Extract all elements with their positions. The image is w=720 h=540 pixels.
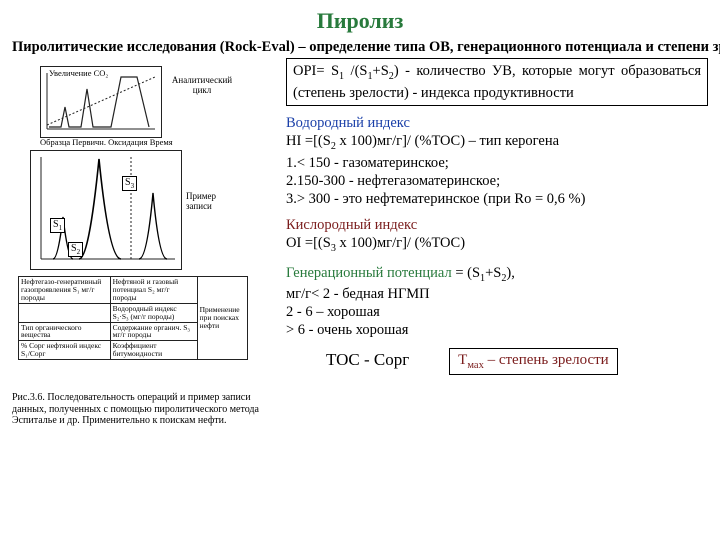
oi-head: Кислородный индекс [286, 217, 417, 233]
diagram-table: Нефтегазо-генеративный газопроявления S₁… [18, 276, 248, 360]
hi-l3: 3.> 300 - это нефтематеринское (при Ro =… [286, 191, 585, 207]
gp-l2: 2 - 6 – хорошая [286, 304, 380, 320]
gp-l1: мг/г< 2 - бедная НГМП [286, 286, 430, 302]
s1-label: S1 [50, 218, 65, 233]
s2-label: S2 [68, 242, 83, 257]
diagram-top-label: Аналитический цикл [162, 76, 242, 96]
figure-caption: Рис.3.6. Последовательность операций и п… [12, 392, 280, 427]
table-row: Нефтегазо-генеративный газопроявления S₁… [19, 277, 248, 304]
diag-top-inner1: Увеличение CO₂ [49, 69, 108, 78]
gp-l3: > 6 - очень хорошая [286, 322, 408, 338]
hi-head: Водородный индекс [286, 115, 410, 131]
oi-block: Кислородный индекс OI =[(S3 x 100)мг/г]/… [286, 216, 708, 256]
rock-eval-diagram: Увеличение CO₂ Аналитический цикл Образц… [12, 62, 272, 372]
hi-l2: 2.150-300 - нефтегазоматеринское; [286, 173, 500, 189]
slide-title: Пиролиз [12, 8, 708, 34]
diag-top-inner2: Образца Первичн. Оксидация Время [40, 138, 220, 147]
tmax-box: Tмах – степень зрелости [449, 348, 618, 375]
peak-right-label: Пример записи [186, 192, 236, 212]
left-column: Увеличение CO₂ Аналитический цикл Образц… [12, 58, 280, 427]
slide-subtitle: Пиролитические исследования (Rock-Eval) … [12, 38, 708, 56]
toc-label: TOC - Сорг [326, 348, 409, 370]
right-column: OPI= S1 /(S1+S2) - количество УВ, которы… [280, 58, 708, 374]
gp-block: Генерационный потенциал = (S1+S2), мг/г<… [286, 264, 708, 340]
bottom-row: TOC - Сорг Tмах – степень зрелости [326, 348, 708, 375]
diagram-top-box: Увеличение CO₂ [40, 66, 162, 138]
hi-block: Водородный индекс HI =[(S2 x 100)мг/г]/ … [286, 114, 708, 208]
hi-l1: 1.< 150 - газоматеринское; [286, 155, 449, 171]
s3-label: S3 [122, 176, 137, 191]
opi-box: OPI= S1 /(S1+S2) - количество УВ, которы… [286, 58, 708, 106]
peak-box [30, 150, 182, 270]
gp-head: Генерационный потенциал [286, 265, 452, 281]
